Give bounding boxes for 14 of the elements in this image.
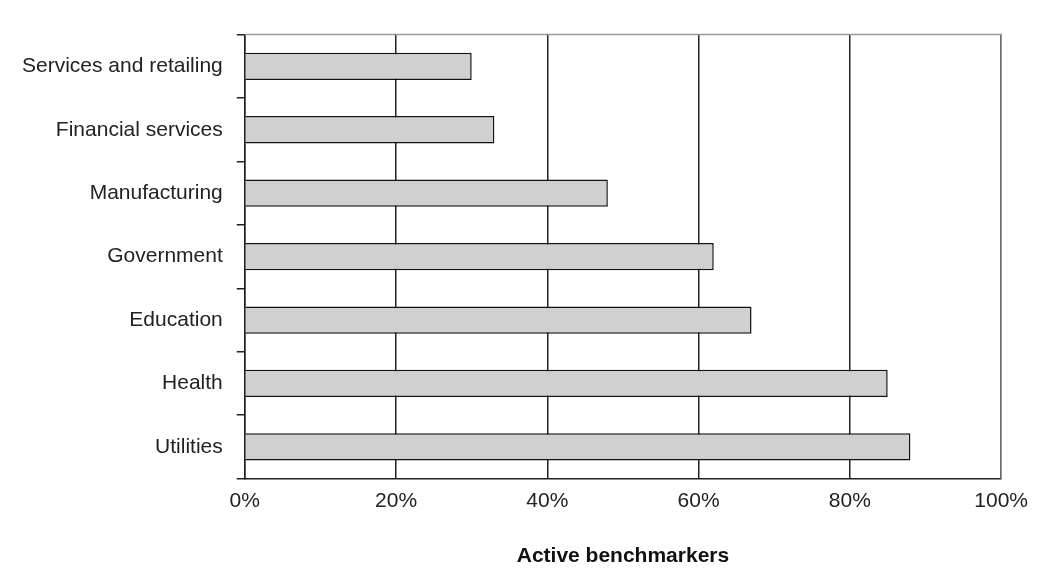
x-tick-label: 60% — [677, 488, 720, 511]
y-tick-label: Manufacturing — [89, 179, 223, 203]
y-tick-label: Financial services — [55, 116, 223, 140]
y-tick-label: Education — [129, 306, 223, 330]
x-tick-label: 80% — [828, 488, 871, 511]
x-tick-label: 0% — [229, 488, 260, 511]
y-tick-label: Government — [107, 243, 223, 267]
x-tick-label: 100% — [974, 488, 1028, 511]
x-tick-label: 20% — [375, 488, 418, 511]
y-tick-label: Services and retailing — [21, 53, 223, 77]
x-tick-label: 40% — [526, 488, 569, 511]
x-axis-title: Active benchmarkers — [516, 543, 730, 567]
y-tick-label: Utilities — [155, 433, 223, 457]
y-tick-label: Health — [162, 370, 223, 394]
